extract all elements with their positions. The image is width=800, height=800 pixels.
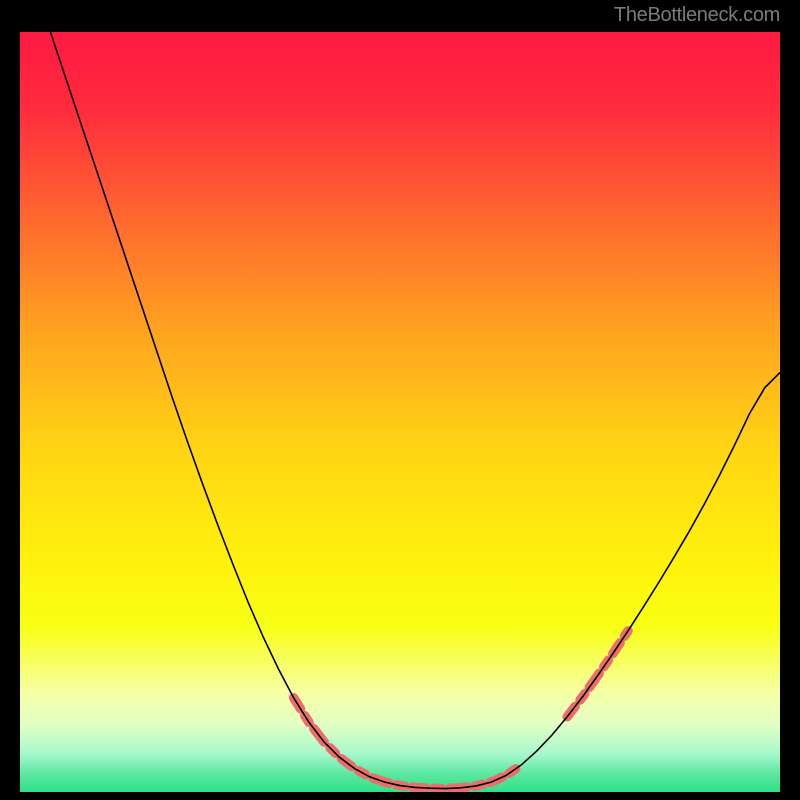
chart-background <box>20 32 780 792</box>
chart-container <box>20 32 780 792</box>
bottleneck-chart <box>20 32 780 792</box>
watermark-text: TheBottleneck.com <box>614 4 780 27</box>
